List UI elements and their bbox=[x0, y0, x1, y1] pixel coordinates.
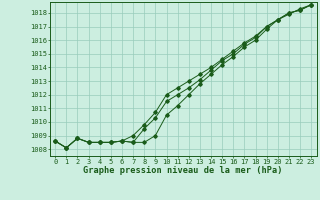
X-axis label: Graphe pression niveau de la mer (hPa): Graphe pression niveau de la mer (hPa) bbox=[84, 166, 283, 175]
